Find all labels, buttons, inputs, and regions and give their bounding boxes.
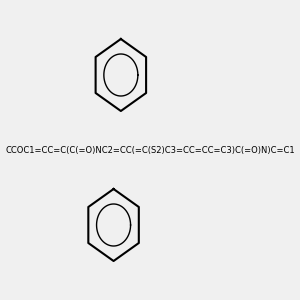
- Text: CCOC1=CC=C(C(=O)NC2=CC(=C(S2)C3=CC=CC=C3)C(=O)N)C=C1: CCOC1=CC=C(C(=O)NC2=CC(=C(S2)C3=CC=CC=C3…: [5, 146, 295, 154]
